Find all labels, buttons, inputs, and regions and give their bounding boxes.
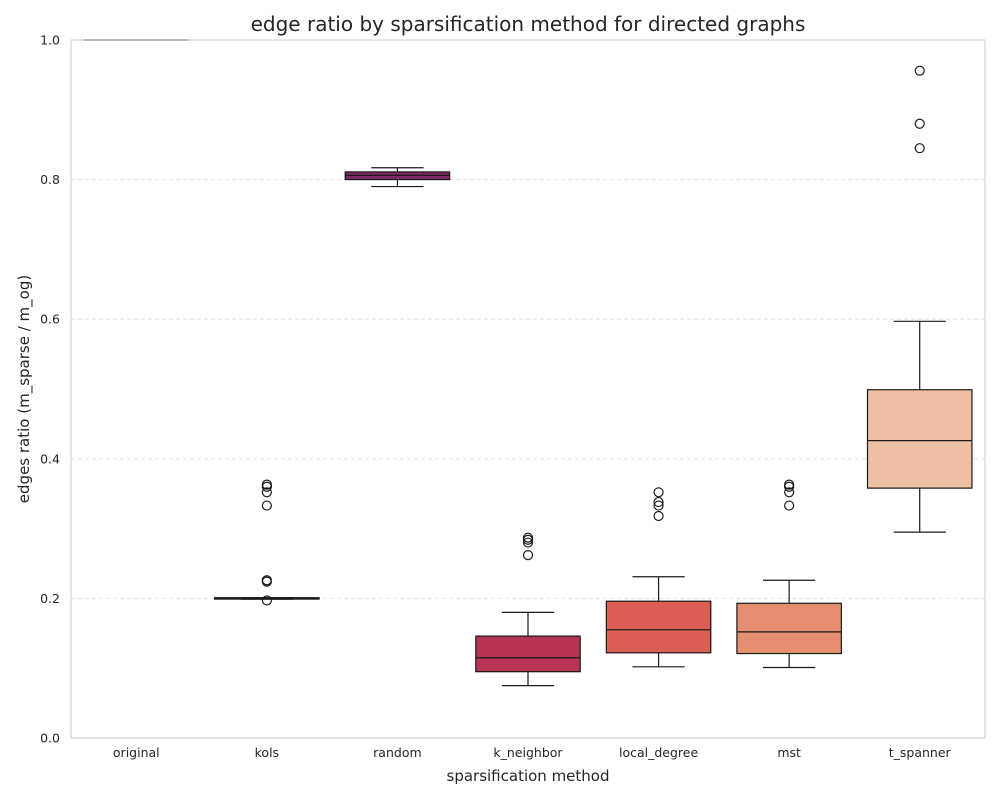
outlier-point: [653, 496, 664, 508]
outlier-point: [261, 481, 272, 492]
box-iqr: [605, 600, 712, 654]
x-tick-label: original: [113, 745, 160, 760]
outlier-point: [522, 532, 534, 543]
outlier-point: [653, 487, 664, 498]
box-k_neighbor: [475, 532, 581, 687]
x-tick-label: k_neighbor: [493, 745, 563, 760]
y-tick-label: 0.6: [40, 312, 60, 327]
outlier-point: [261, 595, 272, 606]
box-random: [344, 167, 451, 188]
x-tick-label: t_spanner: [889, 745, 952, 760]
box-kols: [214, 479, 320, 606]
box-t_spanner: [866, 65, 973, 533]
x-tick-labels: original kols random k_neighbor local_degree…: [113, 745, 952, 760]
outlier-point: [522, 550, 534, 561]
outlier-point: [914, 65, 925, 76]
box-iqr: [475, 635, 581, 673]
y-tick-labels: 0.0 0.2 0.4 0.6 0.8 1.0: [40, 33, 60, 746]
outlier-point: [784, 481, 795, 492]
y-tick-label: 0.2: [40, 591, 60, 606]
x-tick-label: kols: [255, 745, 279, 760]
box-mst: [736, 479, 842, 669]
y-tick-label: 0.4: [40, 451, 60, 466]
outlier-point: [522, 537, 534, 548]
outlier-point: [261, 500, 272, 511]
outlier-point: [653, 510, 664, 522]
outlier-point: [261, 487, 272, 498]
outlier-point: [784, 487, 795, 498]
y-tick-label: 1.0: [40, 33, 60, 48]
outlier-point: [914, 118, 925, 129]
x-tick-label: random: [373, 745, 421, 760]
outlier-point: [914, 143, 925, 154]
outlier-point: [784, 500, 795, 511]
y-axis-label: edges ratio (m_sparse / m_og): [15, 275, 34, 503]
box-iqr: [736, 602, 842, 655]
plot-frame: [70, 39, 986, 739]
outlier-point: [261, 575, 272, 586]
box-local_degree: [605, 487, 712, 668]
outlier-point: [261, 479, 272, 490]
box-iqr: [866, 389, 973, 489]
boxes-layer: [84, 39, 973, 687]
x-tick-label: mst: [777, 745, 801, 760]
y-tick-label: 0.8: [40, 172, 60, 187]
y-tick-label: 0.0: [40, 731, 60, 746]
outlier-point: [784, 479, 795, 490]
x-tick-label: local_degree: [619, 745, 698, 760]
chart-title: edge ratio by sparsification method for …: [251, 12, 806, 36]
x-axis-label: sparsification method: [447, 767, 610, 785]
outlier-point: [653, 500, 664, 511]
